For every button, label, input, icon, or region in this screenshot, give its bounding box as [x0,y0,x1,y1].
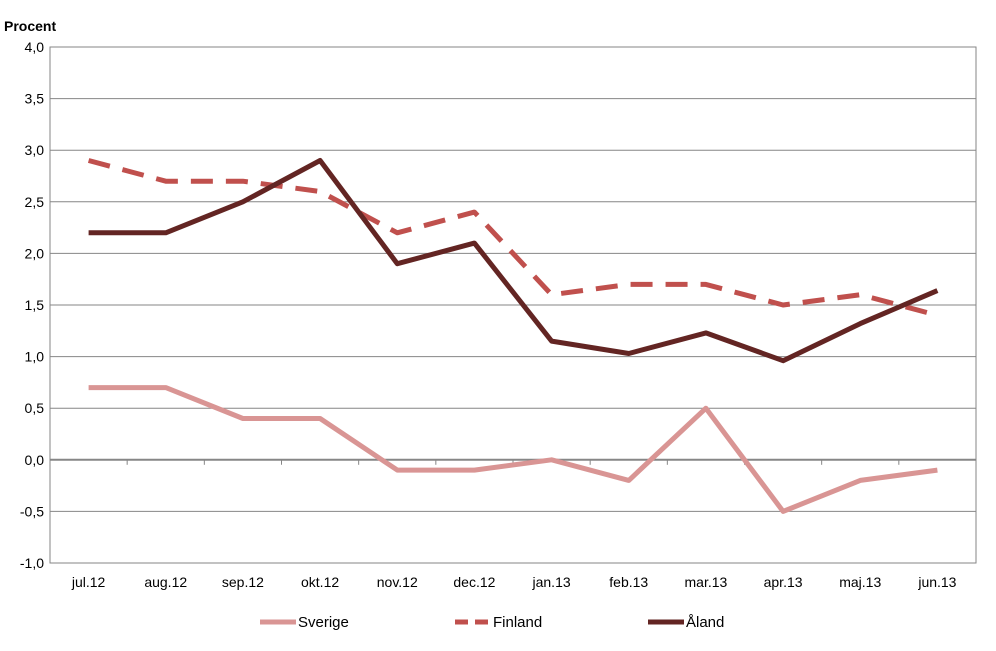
x-tick-label: jul.12 [71,574,106,590]
y-tick-label: -1,0 [20,555,44,571]
x-tick-label: nov.12 [377,574,418,590]
x-tick-label: okt.12 [301,574,339,590]
y-axis-ticks: 4,0 3,5 3,0 2,5 2,0 1,5 1,0 0,5 0,0 -0,5 -1,0 [20,39,44,571]
legend-label: Sverige [298,614,349,631]
y-tick-label: -0,5 [20,503,44,519]
x-tick-label: dec.12 [453,574,495,590]
y-tick-label: 3,5 [25,91,45,107]
series-lines [87,158,939,514]
y-tick-label: 1,0 [25,349,45,365]
x-tick-label: aug.12 [144,574,187,590]
y-tick-label: 2,0 [25,245,45,261]
y-tick-label: 4,0 [25,39,45,55]
x-tick-label: jun.13 [917,574,956,590]
x-tick-label: jan.13 [532,574,571,590]
legend-label: Finland [493,614,542,631]
y-tick-label: 0,5 [25,400,45,416]
series-line-sverige [88,385,938,514]
x-tick-label: sep.12 [222,574,264,590]
x-tick-label: apr.13 [764,574,803,590]
series-line-finland [87,158,939,318]
x-axis-ticks: jul.12 aug.12 sep.12 okt.12 nov.12 dec.12 jan.… [71,574,957,590]
y-tick-label: 0,0 [25,452,45,468]
y-axis-label: Procent [4,18,56,34]
series-line-åland [88,158,939,364]
x-tick-label: mar.13 [685,574,728,590]
legend-label: Åland [686,614,724,631]
y-tick-label: 1,5 [25,297,45,313]
y-tick-label: 2,5 [25,194,45,210]
grid-lines [50,98,976,512]
x-tick-label: feb.13 [609,574,648,590]
x-tick-label: maj.13 [839,574,881,590]
legend: Sverige Finland Åland [260,614,724,631]
y-tick-label: 3,0 [25,142,45,158]
